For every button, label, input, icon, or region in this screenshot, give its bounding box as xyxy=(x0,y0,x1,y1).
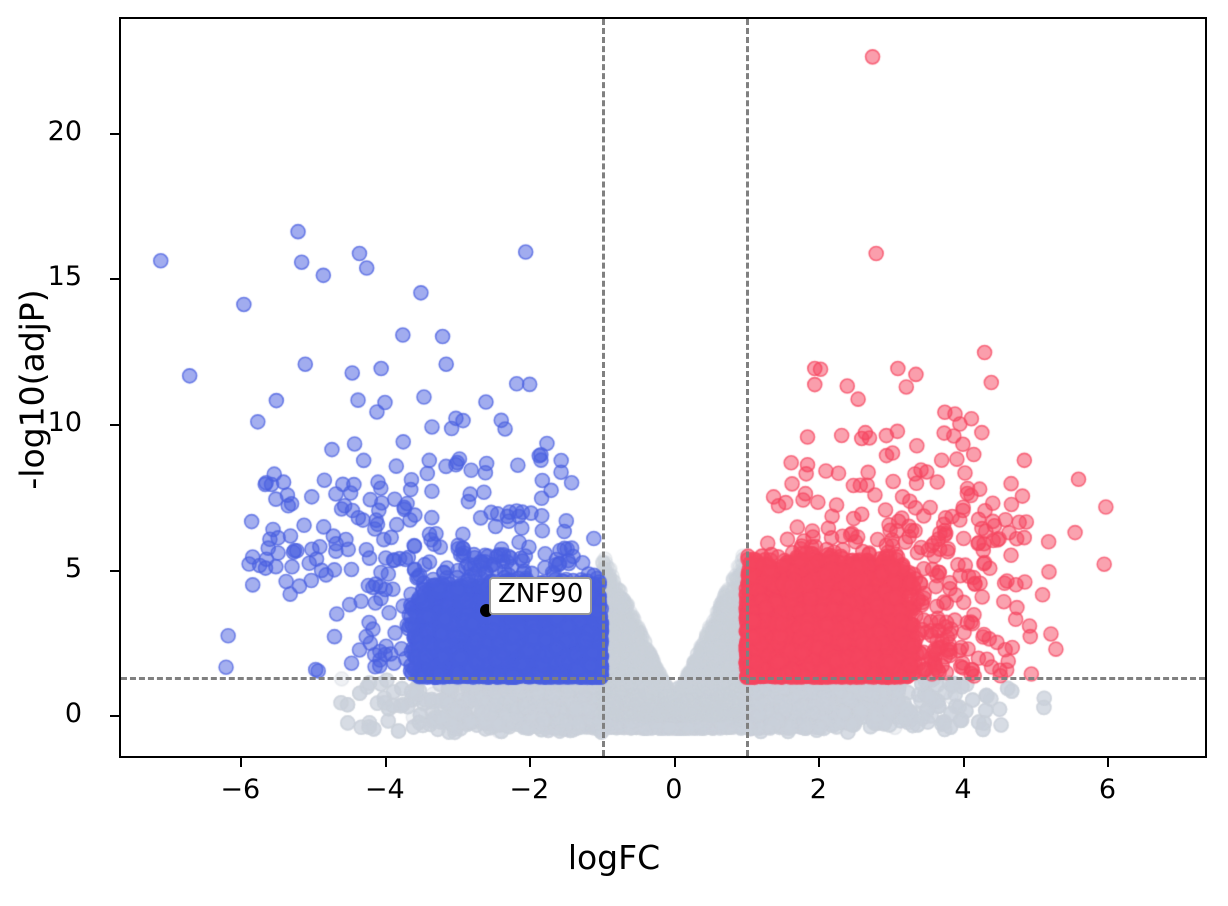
y-tick-label: 15 xyxy=(47,261,82,293)
x-tick-mark xyxy=(384,758,387,767)
y-tick-mark xyxy=(110,278,119,281)
pvalue-threshold-line xyxy=(121,677,1205,681)
x-tick-mark xyxy=(818,758,821,767)
x-tick-label: 2 xyxy=(809,774,827,805)
x-tick-label: 0 xyxy=(665,774,683,805)
x-tick-mark xyxy=(673,758,676,767)
y-tick-mark xyxy=(110,569,119,572)
x-tick-mark xyxy=(962,758,965,767)
logfc-threshold-line-positive xyxy=(746,19,750,756)
gene-label-znf90: ZNF90 xyxy=(488,577,593,615)
x-tick-mark xyxy=(240,758,243,767)
logfc-threshold-line-negative xyxy=(601,19,605,756)
x-tick-label: −6 xyxy=(220,774,261,805)
y-axis-title: -log10(adjP) xyxy=(12,289,52,490)
plot-area xyxy=(119,17,1207,758)
x-axis-title: logFC xyxy=(567,838,661,877)
x-tick-mark xyxy=(529,758,532,767)
y-tick-mark xyxy=(110,423,119,426)
y-tick-label: 0 xyxy=(64,698,82,730)
x-tick-label: −4 xyxy=(364,774,405,805)
y-tick-label: 5 xyxy=(64,552,82,584)
y-tick-mark xyxy=(110,132,119,135)
x-tick-label: −2 xyxy=(509,774,550,805)
y-tick-label: 20 xyxy=(47,115,82,147)
x-tick-label: 4 xyxy=(954,774,972,805)
x-tick-label: 6 xyxy=(1098,774,1117,805)
y-tick-label: 10 xyxy=(47,406,82,438)
y-tick-mark xyxy=(110,715,119,718)
x-tick-mark xyxy=(1107,758,1110,767)
scatter-points-canvas xyxy=(121,19,1205,756)
